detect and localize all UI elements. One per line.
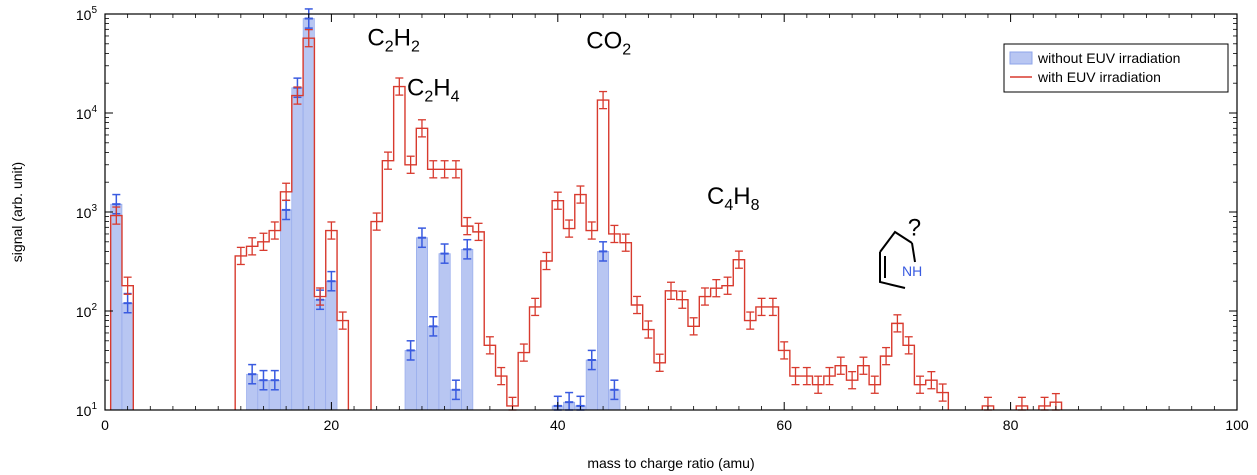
bar-without-euv-29: [427, 326, 440, 411]
y-axis-label: signal (arb. unit): [9, 162, 25, 262]
legend-entry-with-euv: with EUV irradiation: [1037, 69, 1161, 85]
peak-annotation-1: C2H4: [407, 75, 460, 106]
error-bars: [112, 8, 1060, 411]
structure-nh-label: NH: [902, 263, 922, 279]
peak-annotation-3: C4H8: [707, 183, 760, 214]
x-tick-label: 100: [1225, 417, 1249, 433]
bar-without-euv-20: [325, 280, 338, 411]
peak-annotation-2: CO2: [586, 27, 631, 58]
bar-without-euv-16: [280, 209, 293, 411]
peak-annotation-4: ?: [908, 214, 921, 241]
y-tick-label: 103: [76, 203, 98, 221]
without-euv-bars: [110, 18, 621, 411]
y-tick-label: 102: [76, 302, 98, 320]
peak-annotation-0: C2H2: [367, 25, 420, 56]
peak-annotations: C2H2 C2H4 CO2 C4H8?: [367, 25, 921, 242]
bar-without-euv-44: [597, 251, 610, 411]
pyrroline-structure-icon: NH: [879, 230, 922, 289]
bar-without-euv-1: [110, 203, 123, 411]
y-tick-label: 104: [76, 104, 98, 122]
axis-ticks: 0 20 40 60 80 100 101 102 103 104 105: [76, 5, 1249, 433]
x-tick-label: 80: [1003, 417, 1019, 433]
x-tick-label: 60: [776, 417, 792, 433]
bar-without-euv-18: [302, 18, 315, 411]
legend-swatch-without-euv: [1009, 51, 1033, 65]
x-tick-label: 40: [550, 417, 566, 433]
bar-without-euv-19: [314, 299, 327, 411]
x-tick-label: 0: [101, 417, 109, 433]
y-tick-label: 101: [76, 401, 98, 419]
bar-without-euv-2: [121, 302, 134, 411]
bar-without-euv-32: [461, 248, 474, 411]
bar-without-euv-30: [438, 253, 451, 411]
legend: without EUV irradiation with EUV irradia…: [1003, 43, 1229, 93]
x-axis-label: mass to charge ratio (amu): [587, 455, 754, 471]
bar-without-euv-17: [291, 87, 304, 411]
legend-entry-without-euv: without EUV irradiation: [1037, 50, 1180, 66]
bar-without-euv-28: [415, 237, 428, 411]
y-tick-label: 105: [76, 5, 98, 23]
x-tick-label: 20: [324, 417, 340, 433]
legend-box: [1003, 43, 1229, 93]
